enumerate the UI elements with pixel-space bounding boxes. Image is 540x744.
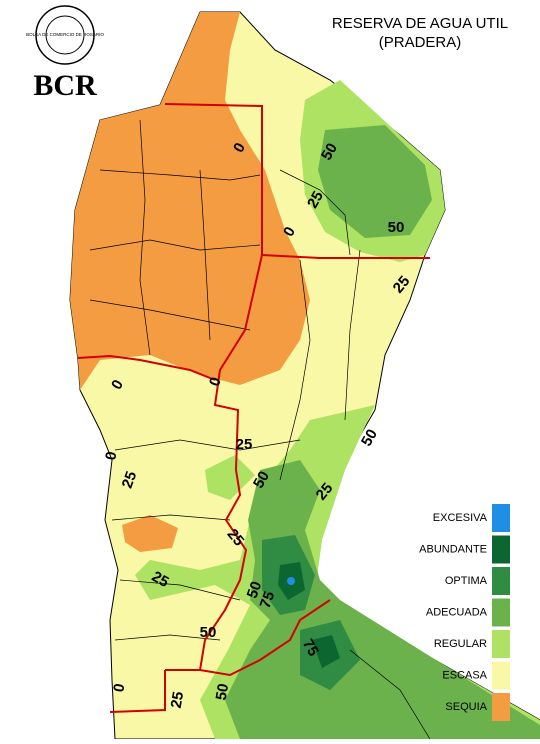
department-lines [89,119,431,740]
logo-ring-text: BOLSA DE COMERCIO DE ROSARIO [26,32,104,37]
zone-adecuada [318,125,432,238]
contour-label: 0 [110,682,128,693]
contour-label: 50 [200,624,217,641]
legend: EXCESIVA ABUNDANTE OPTIMA ADECUADA REGULAR ES… [419,504,510,721]
logo-ring [35,5,95,65]
contour-label: 50 [213,682,233,701]
title: RESERVA DE AGUA UTIL [332,15,508,32]
legend-label: EXCESIVA [433,512,488,524]
contour-label: 25 [168,690,188,709]
legend-swatch [492,567,510,595]
zone-sequia [122,515,178,552]
contour-label: 50 [250,468,273,491]
zone-regular [135,405,540,739]
contour-label: 75 [257,589,279,610]
logo-inner [45,15,85,55]
contour-label: 25 [236,436,253,453]
legend-label: ABUNDANTE [419,543,487,555]
legend-label: SEQUIA [445,701,487,713]
contour-label: 50 [388,219,405,236]
contour-label: 25 [304,188,327,211]
contour-label: 0 [102,450,120,461]
contour-label: 75 [299,636,322,659]
logo-text: BCR [33,69,97,102]
legend-label: ADECUADA [426,606,488,618]
legend-swatch [492,661,510,690]
contour-label: 25 [119,469,141,490]
legend-label: OPTIMA [445,575,488,587]
legend-swatch [492,598,510,627]
legend-swatch [492,504,510,532]
logo: BOLSA DE COMERCIO DE ROSARIO BCR [26,5,104,102]
province-borders [77,103,430,713]
zone-regular [205,455,255,500]
legend-swatch [492,630,510,658]
contour-label: 50 [318,140,341,163]
zone-abundante [312,635,340,668]
legend-swatch [492,693,510,721]
contour-label: 50 [358,426,381,449]
zone-excesiva [287,577,295,585]
contour-label: 50 [244,579,266,600]
legend-swatch [492,535,510,564]
contour-label: 25 [149,568,172,591]
zone-sequia [70,12,310,390]
legend-label: REGULAR [434,638,487,650]
subtitle: (PRADERA) [379,34,462,51]
legend-label: ESCASA [442,669,487,681]
